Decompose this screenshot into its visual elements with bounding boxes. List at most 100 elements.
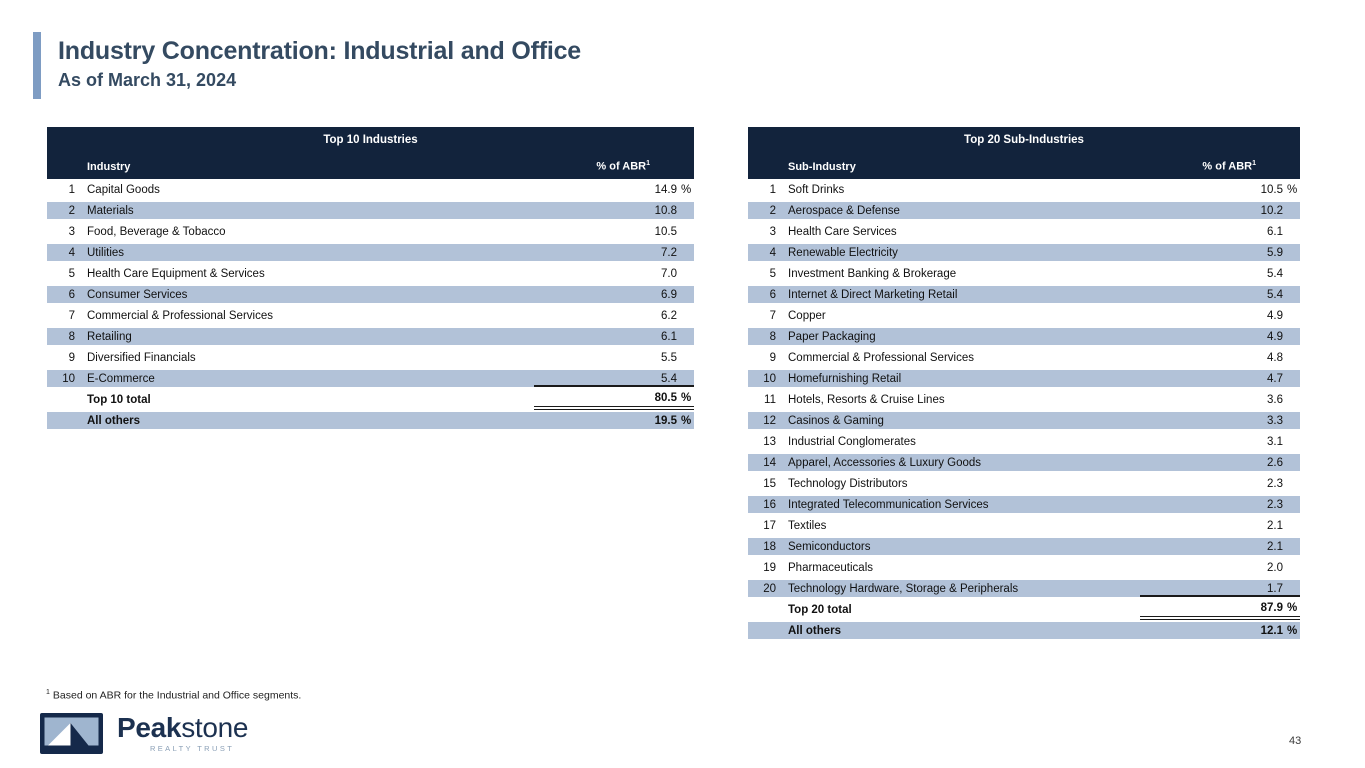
row-industry-name: E-Commerce (75, 373, 534, 385)
footnote: 1Based on ABR for the Industrial and Off… (46, 689, 301, 702)
footnote-reference: 1 (646, 160, 650, 167)
logo-brand-bold: Peak (117, 712, 181, 743)
page-number: 43 (1289, 735, 1301, 747)
row-sub-industry-name: Internet & Direct Marketing Retail (776, 289, 1140, 301)
table-row: 4 Utilities 7.2 (47, 242, 694, 263)
row-rank: 8 (748, 331, 776, 343)
row-rank: 4 (748, 247, 776, 259)
table-row: 3 Health Care Services 6.1 (748, 221, 1300, 242)
page-subtitle: As of March 31, 2024 (58, 70, 236, 91)
row-rank: 1 (47, 184, 75, 196)
row-rank: 4 (47, 247, 75, 259)
page-title: Industry Concentration: Industrial and O… (58, 37, 581, 66)
row-sub-industry-name: Copper (776, 310, 1140, 322)
table-body: 1 Soft Drinks 10.5% 2 Aerospace & Defens… (748, 179, 1300, 599)
table-row: 4 Renewable Electricity 5.9 (748, 242, 1300, 263)
all-others-row: All others 12.1% (748, 620, 1300, 641)
footnote-text: Based on ABR for the Industrial and Offi… (53, 690, 301, 702)
row-value: 3.6 (1140, 394, 1283, 406)
row-rank: 17 (748, 520, 776, 532)
others-value-suffix: % (677, 415, 694, 427)
table-row: 17 Textiles 2.1 (748, 515, 1300, 536)
row-rank: 19 (748, 562, 776, 574)
row-value: 2.3 (1140, 478, 1283, 490)
table-row: 5 Investment Banking & Brokerage 5.4 (748, 263, 1300, 284)
row-sub-industry-name: Textiles (776, 520, 1140, 532)
row-rank: 2 (47, 205, 75, 217)
row-value-cell: 5.5 (534, 347, 694, 368)
row-value: 3.1 (1140, 436, 1283, 448)
row-value-cell: 10.2 (1140, 202, 1300, 219)
row-sub-industry-name: Homefurnishing Retail (776, 373, 1140, 385)
row-rank: 6 (47, 289, 75, 301)
row-value: 4.8 (1140, 352, 1283, 364)
row-value-cell: 2.1 (1140, 538, 1300, 555)
table-header: Top 10 Industries Industry % of ABR1 (47, 127, 694, 179)
row-value-cell: 6.1 (534, 328, 694, 345)
row-value-cell: 7.2 (534, 244, 694, 261)
others-label: All others (776, 625, 1140, 637)
total-label: Top 20 total (776, 604, 1140, 616)
row-industry-name: Health Care Equipment & Services (75, 268, 534, 280)
row-value: 2.3 (1140, 499, 1283, 511)
table-row: 18 Semiconductors 2.1 (748, 536, 1300, 557)
row-value-cell: 3.1 (1140, 431, 1300, 452)
logo-brand-light: stone (181, 712, 248, 743)
table-row: 6 Consumer Services 6.9 (47, 284, 694, 305)
row-value: 1.7 (1140, 583, 1283, 595)
row-rank: 10 (748, 373, 776, 385)
row-value-cell: 5.4 (1140, 263, 1300, 284)
row-rank: 12 (748, 415, 776, 427)
row-value-cell: 4.8 (1140, 347, 1300, 368)
row-rank: 3 (47, 226, 75, 238)
top-20-total-row: Top 20 total 87.9% (748, 599, 1300, 620)
top-20-sub-industries-table: Top 20 Sub-Industries Sub-Industry % of … (748, 127, 1300, 641)
row-value-cell: 2.1 (1140, 515, 1300, 536)
total-value-cell: 80.5% (534, 389, 694, 410)
row-industry-name: Utilities (75, 247, 534, 259)
row-value: 5.5 (534, 352, 677, 364)
peakstone-logo: Peakstone REALTY TRUST (40, 713, 248, 754)
row-value: 6.1 (534, 331, 677, 343)
row-value: 2.6 (1140, 457, 1283, 469)
row-value-cell: 4.9 (1140, 305, 1300, 326)
row-value-cell: 10.5% (1140, 179, 1300, 200)
row-industry-name: Diversified Financials (75, 352, 534, 364)
table-row: 7 Commercial & Professional Services 6.2 (47, 305, 694, 326)
row-value: 4.7 (1140, 373, 1283, 385)
table-row: 1 Soft Drinks 10.5% (748, 179, 1300, 200)
row-value-cell: 1.7 (1140, 580, 1300, 597)
row-rank: 5 (748, 268, 776, 280)
others-value-cell: 12.1% (1140, 622, 1300, 639)
row-value: 2.0 (1140, 562, 1283, 574)
others-label: All others (75, 415, 534, 427)
table-row: 11 Hotels, Resorts & Cruise Lines 3.6 (748, 389, 1300, 410)
row-rank: 14 (748, 457, 776, 469)
row-industry-name: Capital Goods (75, 184, 534, 196)
row-value: 5.4 (1140, 268, 1283, 280)
row-value: 4.9 (1140, 331, 1283, 343)
row-industry-name: Food, Beverage & Tobacco (75, 226, 534, 238)
row-value: 5.4 (1140, 289, 1283, 301)
row-sub-industry-name: Pharmaceuticals (776, 562, 1140, 574)
row-value: 2.1 (1140, 520, 1283, 532)
table-row: 15 Technology Distributors 2.3 (748, 473, 1300, 494)
row-industry-name: Consumer Services (75, 289, 534, 301)
row-value: 6.9 (534, 289, 677, 301)
total-value-cell: 87.9% (1140, 599, 1300, 620)
logo-tagline: REALTY TRUST (117, 744, 248, 753)
row-sub-industry-name: Apparel, Accessories & Luxury Goods (776, 457, 1140, 469)
row-rank: 9 (748, 352, 776, 364)
footnote-marker: 1 (46, 689, 50, 696)
table-row: 3 Food, Beverage & Tobacco 10.5 (47, 221, 694, 242)
row-value-cell: 6.2 (534, 305, 694, 326)
table-body: 1 Capital Goods 14.9% 2 Materials 10.8 3… (47, 179, 694, 389)
table-row: 8 Retailing 6.1 (47, 326, 694, 347)
row-sub-industry-name: Technology Distributors (776, 478, 1140, 490)
table-row: 9 Commercial & Professional Services 4.8 (748, 347, 1300, 368)
row-rank: 20 (748, 583, 776, 595)
row-sub-industry-name: Aerospace & Defense (776, 205, 1140, 217)
table-row: 19 Pharmaceuticals 2.0 (748, 557, 1300, 578)
row-rank: 5 (47, 268, 75, 280)
column-header-row: Industry % of ABR1 (47, 146, 694, 179)
